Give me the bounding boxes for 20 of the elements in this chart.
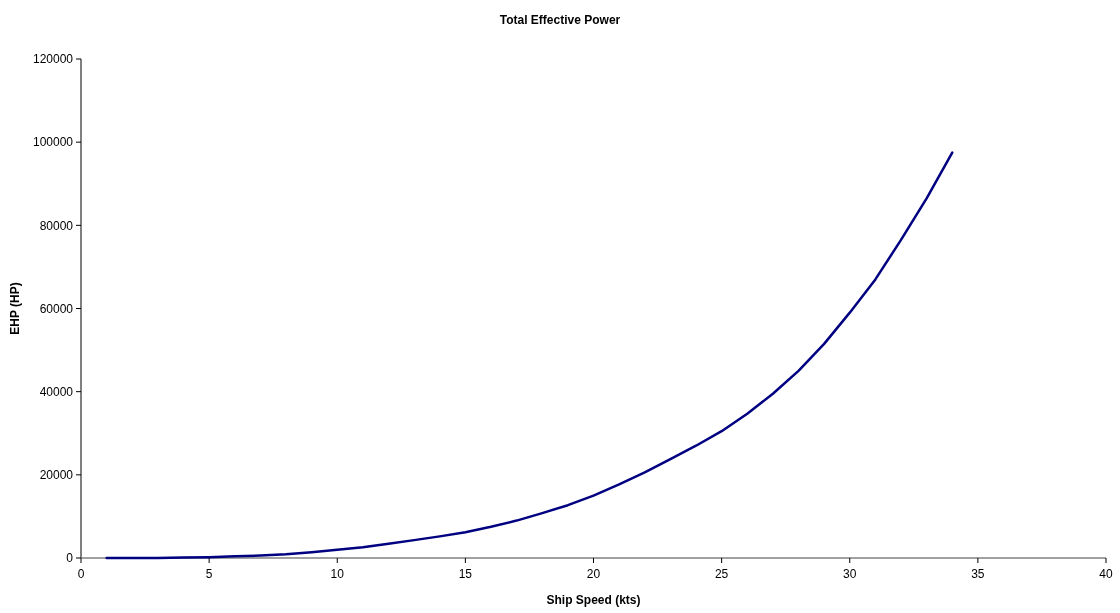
y-tick-label: 120000 — [32, 52, 74, 67]
x-tick-label: 5 — [205, 567, 213, 581]
x-tick-label: 10 — [330, 567, 345, 581]
line-series — [105, 151, 954, 560]
y-tick-label: 40000 — [39, 384, 74, 399]
x-tick-label: 35 — [971, 567, 985, 581]
x-tick-label: 30 — [843, 567, 857, 581]
x-tick-label: 40 — [1099, 567, 1113, 581]
x-tick-label: 15 — [458, 567, 473, 581]
y-tick-label: 80000 — [39, 218, 74, 233]
x-tick-label: 0 — [77, 567, 85, 581]
chart-title: Total Effective Power — [499, 13, 621, 27]
x-tick-label: 20 — [586, 567, 601, 581]
x-tick-label: 25 — [714, 567, 729, 581]
y-tick-label: 100000 — [32, 135, 74, 150]
x-axis-title: Ship Speed (kts) — [546, 593, 641, 607]
y-tick-label: 0 — [66, 551, 74, 566]
y-tick-label: 60000 — [39, 301, 74, 316]
y-tick-label: 20000 — [39, 468, 74, 483]
y-axis-title: EHP (HP) — [8, 282, 22, 335]
